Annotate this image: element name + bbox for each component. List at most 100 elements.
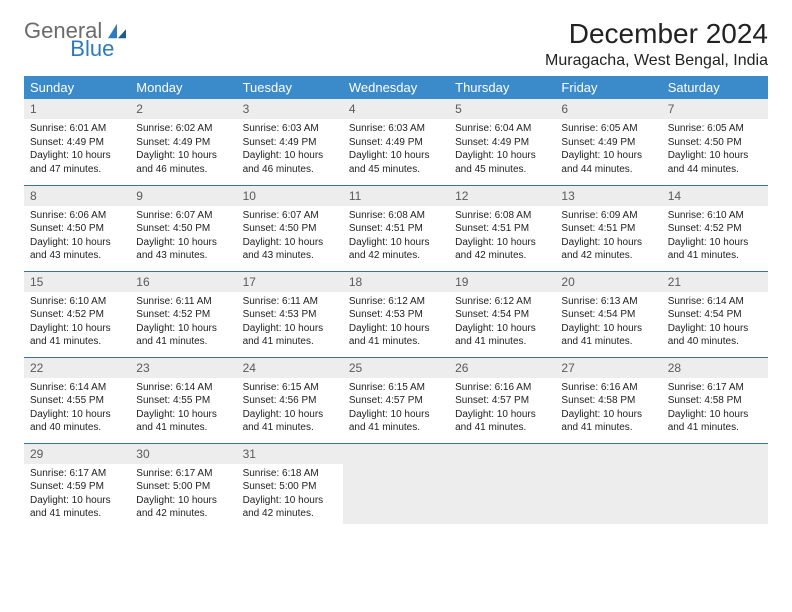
daylight-text: Daylight: 10 hours and 45 minutes. (455, 149, 549, 176)
day-detail: Sunrise: 6:14 AMSunset: 4:54 PMDaylight:… (662, 292, 768, 353)
day-number (662, 444, 768, 464)
day-detail: Sunrise: 6:05 AMSunset: 4:50 PMDaylight:… (662, 119, 768, 180)
calendar-day-cell: 8Sunrise: 6:06 AMSunset: 4:50 PMDaylight… (24, 185, 130, 271)
sunset-text: Sunset: 4:52 PM (136, 308, 230, 322)
sunrise-text: Sunrise: 6:14 AM (136, 381, 230, 395)
daylight-text: Daylight: 10 hours and 46 minutes. (136, 149, 230, 176)
sunrise-text: Sunrise: 6:18 AM (243, 467, 337, 481)
sunset-text: Sunset: 4:54 PM (561, 308, 655, 322)
day-number: 17 (237, 272, 343, 292)
day-number: 28 (662, 358, 768, 378)
day-number: 9 (130, 186, 236, 206)
sunrise-text: Sunrise: 6:10 AM (30, 295, 124, 309)
sunrise-text: Sunrise: 6:15 AM (243, 381, 337, 395)
sunrise-text: Sunrise: 6:15 AM (349, 381, 443, 395)
daylight-text: Daylight: 10 hours and 41 minutes. (30, 494, 124, 521)
calendar-day-cell: 30Sunrise: 6:17 AMSunset: 5:00 PMDayligh… (130, 443, 236, 529)
day-number: 4 (343, 99, 449, 119)
calendar-day-cell (449, 443, 555, 529)
calendar-day-cell: 12Sunrise: 6:08 AMSunset: 4:51 PMDayligh… (449, 185, 555, 271)
sunset-text: Sunset: 4:55 PM (30, 394, 124, 408)
sunrise-text: Sunrise: 6:14 AM (668, 295, 762, 309)
calendar-day-cell: 24Sunrise: 6:15 AMSunset: 4:56 PMDayligh… (237, 357, 343, 443)
sunset-text: Sunset: 4:49 PM (243, 136, 337, 150)
month-title: December 2024 (545, 18, 768, 50)
day-number: 11 (343, 186, 449, 206)
day-detail: Sunrise: 6:14 AMSunset: 4:55 PMDaylight:… (130, 378, 236, 439)
day-number: 19 (449, 272, 555, 292)
day-detail: Sunrise: 6:04 AMSunset: 4:49 PMDaylight:… (449, 119, 555, 180)
sunset-text: Sunset: 4:49 PM (30, 136, 124, 150)
calendar-day-cell: 14Sunrise: 6:10 AMSunset: 4:52 PMDayligh… (662, 185, 768, 271)
sunset-text: Sunset: 4:59 PM (30, 480, 124, 494)
sunrise-text: Sunrise: 6:01 AM (30, 122, 124, 136)
weekday-header: Wednesday (343, 76, 449, 99)
calendar-week-row: 8Sunrise: 6:06 AMSunset: 4:50 PMDaylight… (24, 185, 768, 271)
calendar-day-cell: 10Sunrise: 6:07 AMSunset: 4:50 PMDayligh… (237, 185, 343, 271)
day-detail: Sunrise: 6:17 AMSunset: 5:00 PMDaylight:… (130, 464, 236, 525)
calendar-day-cell: 19Sunrise: 6:12 AMSunset: 4:54 PMDayligh… (449, 271, 555, 357)
sunrise-text: Sunrise: 6:17 AM (30, 467, 124, 481)
daylight-text: Daylight: 10 hours and 43 minutes. (136, 236, 230, 263)
day-detail: Sunrise: 6:11 AMSunset: 4:53 PMDaylight:… (237, 292, 343, 353)
day-number: 24 (237, 358, 343, 378)
daylight-text: Daylight: 10 hours and 42 minutes. (243, 494, 337, 521)
day-detail (343, 464, 449, 524)
calendar-day-cell: 18Sunrise: 6:12 AMSunset: 4:53 PMDayligh… (343, 271, 449, 357)
sunset-text: Sunset: 4:52 PM (30, 308, 124, 322)
calendar-day-cell: 3Sunrise: 6:03 AMSunset: 4:49 PMDaylight… (237, 99, 343, 185)
day-detail: Sunrise: 6:08 AMSunset: 4:51 PMDaylight:… (343, 206, 449, 267)
day-detail: Sunrise: 6:03 AMSunset: 4:49 PMDaylight:… (343, 119, 449, 180)
calendar-day-cell: 17Sunrise: 6:11 AMSunset: 4:53 PMDayligh… (237, 271, 343, 357)
sunset-text: Sunset: 4:53 PM (243, 308, 337, 322)
weekday-header: Sunday (24, 76, 130, 99)
day-detail: Sunrise: 6:10 AMSunset: 4:52 PMDaylight:… (662, 206, 768, 267)
location: Muragacha, West Bengal, India (545, 52, 768, 70)
calendar-day-cell: 16Sunrise: 6:11 AMSunset: 4:52 PMDayligh… (130, 271, 236, 357)
weekday-header-row: Sunday Monday Tuesday Wednesday Thursday… (24, 76, 768, 99)
day-number: 8 (24, 186, 130, 206)
day-detail: Sunrise: 6:01 AMSunset: 4:49 PMDaylight:… (24, 119, 130, 180)
day-number: 22 (24, 358, 130, 378)
sunset-text: Sunset: 4:52 PM (668, 222, 762, 236)
brand-logo: General Blue (24, 18, 176, 44)
day-detail: Sunrise: 6:05 AMSunset: 4:49 PMDaylight:… (555, 119, 661, 180)
day-number: 7 (662, 99, 768, 119)
day-number: 25 (343, 358, 449, 378)
daylight-text: Daylight: 10 hours and 46 minutes. (243, 149, 337, 176)
calendar-day-cell: 4Sunrise: 6:03 AMSunset: 4:49 PMDaylight… (343, 99, 449, 185)
sunset-text: Sunset: 4:53 PM (349, 308, 443, 322)
sunset-text: Sunset: 5:00 PM (136, 480, 230, 494)
calendar-week-row: 29Sunrise: 6:17 AMSunset: 4:59 PMDayligh… (24, 443, 768, 529)
day-detail: Sunrise: 6:11 AMSunset: 4:52 PMDaylight:… (130, 292, 236, 353)
day-number: 31 (237, 444, 343, 464)
sunset-text: Sunset: 4:54 PM (455, 308, 549, 322)
day-detail: Sunrise: 6:12 AMSunset: 4:54 PMDaylight:… (449, 292, 555, 353)
weekday-header: Friday (555, 76, 661, 99)
day-number (343, 444, 449, 464)
calendar-table: Sunday Monday Tuesday Wednesday Thursday… (24, 76, 768, 529)
sunset-text: Sunset: 4:54 PM (668, 308, 762, 322)
daylight-text: Daylight: 10 hours and 41 minutes. (349, 408, 443, 435)
daylight-text: Daylight: 10 hours and 40 minutes. (668, 322, 762, 349)
daylight-text: Daylight: 10 hours and 42 minutes. (136, 494, 230, 521)
calendar-day-cell: 31Sunrise: 6:18 AMSunset: 5:00 PMDayligh… (237, 443, 343, 529)
daylight-text: Daylight: 10 hours and 41 minutes. (455, 322, 549, 349)
daylight-text: Daylight: 10 hours and 41 minutes. (243, 408, 337, 435)
sunrise-text: Sunrise: 6:06 AM (30, 209, 124, 223)
day-detail: Sunrise: 6:18 AMSunset: 5:00 PMDaylight:… (237, 464, 343, 525)
day-detail: Sunrise: 6:07 AMSunset: 4:50 PMDaylight:… (130, 206, 236, 267)
daylight-text: Daylight: 10 hours and 41 minutes. (243, 322, 337, 349)
daylight-text: Daylight: 10 hours and 42 minutes. (349, 236, 443, 263)
sunset-text: Sunset: 4:57 PM (349, 394, 443, 408)
sunset-text: Sunset: 4:50 PM (136, 222, 230, 236)
calendar-week-row: 1Sunrise: 6:01 AMSunset: 4:49 PMDaylight… (24, 99, 768, 185)
day-detail: Sunrise: 6:06 AMSunset: 4:50 PMDaylight:… (24, 206, 130, 267)
daylight-text: Daylight: 10 hours and 47 minutes. (30, 149, 124, 176)
sunset-text: Sunset: 4:50 PM (243, 222, 337, 236)
sunset-text: Sunset: 4:50 PM (30, 222, 124, 236)
day-detail: Sunrise: 6:07 AMSunset: 4:50 PMDaylight:… (237, 206, 343, 267)
sunrise-text: Sunrise: 6:12 AM (455, 295, 549, 309)
daylight-text: Daylight: 10 hours and 41 minutes. (668, 236, 762, 263)
day-number: 20 (555, 272, 661, 292)
